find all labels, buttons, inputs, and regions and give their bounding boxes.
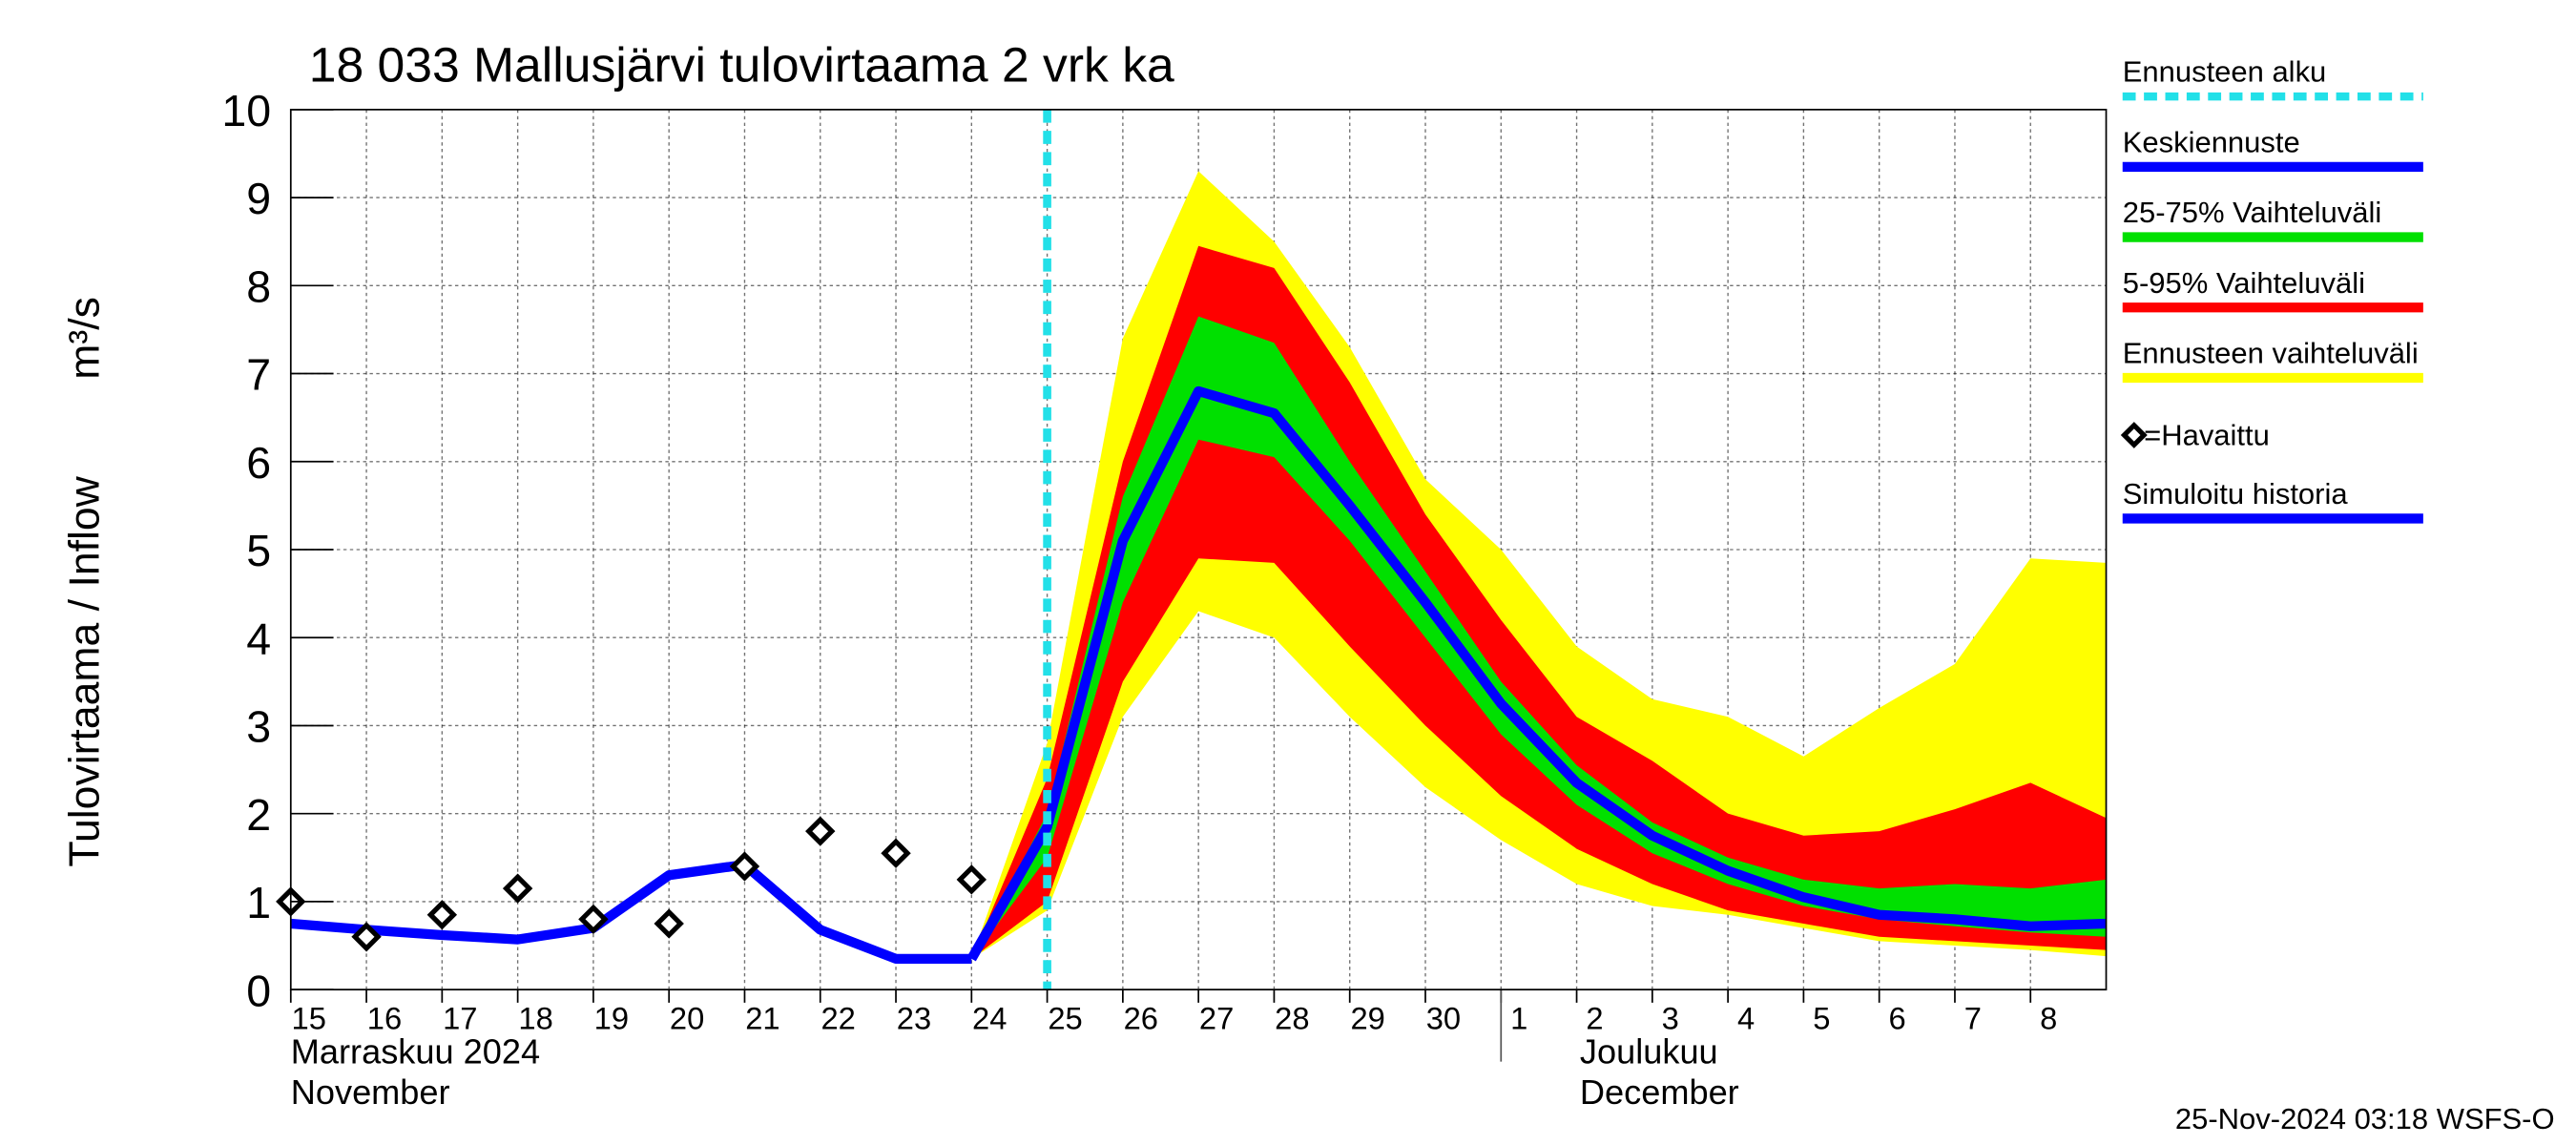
legend-label: Keskiennuste — [2123, 125, 2300, 158]
x-tick-label: 17 — [443, 1000, 477, 1035]
y-tick-label: 6 — [246, 438, 271, 488]
x-tick-label: 21 — [745, 1000, 779, 1035]
x-tick-label: 24 — [972, 1000, 1007, 1035]
y-tick-label: 0 — [246, 966, 271, 1015]
y-tick-label: 2 — [246, 790, 271, 840]
y-tick-label: 10 — [221, 86, 271, 135]
plot-frame — [289, 109, 2108, 990]
x-tick-label: 28 — [1275, 1000, 1309, 1035]
month-label-en: November — [291, 1072, 450, 1112]
x-tick-label: 18 — [518, 1000, 552, 1035]
x-tick-label: 30 — [1426, 1000, 1461, 1035]
month-label: Marraskuu 2024 — [291, 1031, 540, 1071]
x-tick-label: 20 — [670, 1000, 704, 1035]
legend-label: =Havaittu — [2144, 418, 2270, 451]
legend-label: 25-75% Vaihteluväli — [2123, 196, 2381, 229]
x-tick-label: 27 — [1199, 1000, 1234, 1035]
y-tick-label: 9 — [246, 174, 271, 223]
observed-marker — [654, 908, 684, 939]
observed-marker — [502, 873, 533, 904]
y-axis-label: Tulovirtaama / Inflow — [61, 475, 108, 866]
x-tick-label: 2 — [1586, 1000, 1603, 1035]
observed-marker — [426, 900, 458, 930]
x-tick-label: 15 — [292, 1000, 326, 1035]
observed-marker — [578, 904, 609, 934]
line — [290, 860, 972, 965]
y-tick-label: 3 — [246, 702, 271, 752]
observed-marker — [351, 922, 382, 952]
data — [276, 109, 2107, 990]
observed-marker — [805, 816, 836, 846]
line — [966, 385, 2107, 962]
legend-label: Ennusteen alku — [2123, 55, 2327, 89]
observed-marker — [729, 851, 760, 882]
legend-marker — [2120, 422, 2148, 448]
x-tick-label: 6 — [1889, 1000, 1906, 1035]
x-tick-label: 4 — [1737, 1000, 1755, 1035]
y-tick-label: 8 — [246, 262, 271, 312]
legend-label: Ennusteen vaihteluväli — [2123, 337, 2419, 370]
y-axis-unit: m³/s — [61, 297, 108, 380]
y-tick-label: 5 — [246, 526, 271, 575]
legend-label: Simuloitu historia — [2123, 477, 2349, 510]
x-tick-label: 3 — [1662, 1000, 1679, 1035]
legend-label: 5-95% Vaihteluväli — [2123, 266, 2365, 300]
x-tick-label: 26 — [1124, 1000, 1158, 1035]
chart-title: 18 033 Mallusjärvi tulovirtaama 2 vrk ka — [309, 37, 1174, 93]
x-tick-label: 8 — [2040, 1000, 2057, 1035]
x-tick-label: 5 — [1813, 1000, 1830, 1035]
y-tick-label: 7 — [246, 350, 271, 400]
observed-marker — [881, 838, 911, 868]
x-tick-label: 19 — [594, 1000, 629, 1035]
footer: 25-Nov-2024 03:18 WSFS-O — [2175, 1102, 2555, 1135]
y-tick-label: 1 — [246, 878, 271, 927]
x-tick-label: 25 — [1048, 1000, 1082, 1035]
x-tick-label: 29 — [1350, 1000, 1384, 1035]
x-tick-label: 23 — [897, 1000, 931, 1035]
range-band — [971, 316, 2107, 959]
month-label-en: December — [1580, 1072, 1739, 1112]
x-tick-label: 1 — [1510, 1000, 1527, 1035]
y-tick-label: 4 — [246, 614, 271, 663]
x-tick-label: 7 — [1964, 1000, 1982, 1035]
x-tick-label: 22 — [821, 1000, 856, 1035]
observed-marker — [956, 864, 987, 895]
month-label: Joulukuu — [1580, 1031, 1718, 1071]
x-tick-label: 16 — [367, 1000, 402, 1035]
